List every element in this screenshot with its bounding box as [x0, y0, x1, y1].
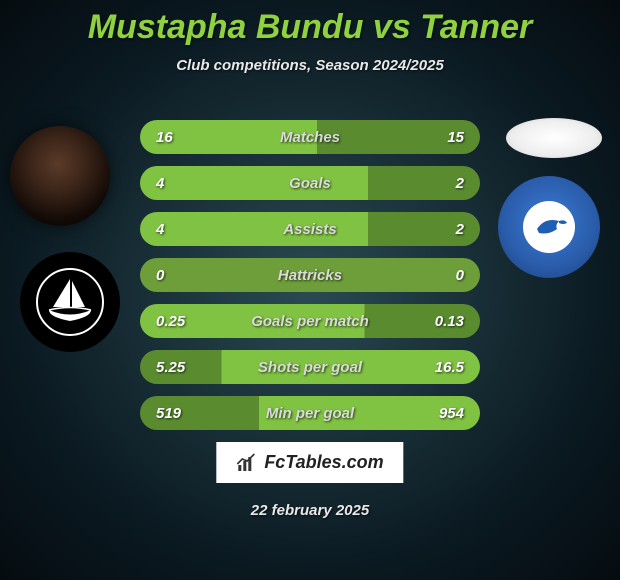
date-label: 22 february 2025: [0, 502, 620, 519]
bluebird-icon: [517, 195, 581, 259]
stat-row: 519Min per goal954: [140, 396, 480, 430]
stat-row: 0.25Goals per match0.13: [140, 304, 480, 338]
page-title: Mustapha Bundu vs Tanner: [0, 0, 620, 47]
stats-container: 16Matches15 4Goals2 4Assists2 0Hattricks0 0.…: [140, 120, 480, 442]
stat-label: Shots per goal: [140, 359, 480, 376]
stat-row: 5.25Shots per goal16.5: [140, 350, 480, 384]
stat-row: 0Hattricks0: [140, 258, 480, 292]
player1-avatar: [10, 126, 110, 226]
player2-avatar: [506, 118, 602, 158]
stat-label: Min per goal: [140, 405, 480, 422]
stat-row: 16Matches15: [140, 120, 480, 154]
stat-label: Goals per match: [140, 313, 480, 330]
fctables-label: FcTables.com: [264, 452, 383, 473]
stat-label: Matches: [140, 129, 480, 146]
chart-icon: [236, 453, 258, 473]
stat-label: Hattricks: [140, 267, 480, 284]
player1-club-badge: [20, 252, 120, 352]
player2-club-badge: [498, 176, 600, 278]
stat-label: Goals: [140, 175, 480, 192]
stat-label: Assists: [140, 221, 480, 238]
stat-row: 4Assists2: [140, 212, 480, 246]
sailboat-icon: [35, 267, 105, 337]
fctables-badge: FcTables.com: [216, 442, 403, 483]
subtitle: Club competitions, Season 2024/2025: [0, 57, 620, 74]
stat-row: 4Goals2: [140, 166, 480, 200]
